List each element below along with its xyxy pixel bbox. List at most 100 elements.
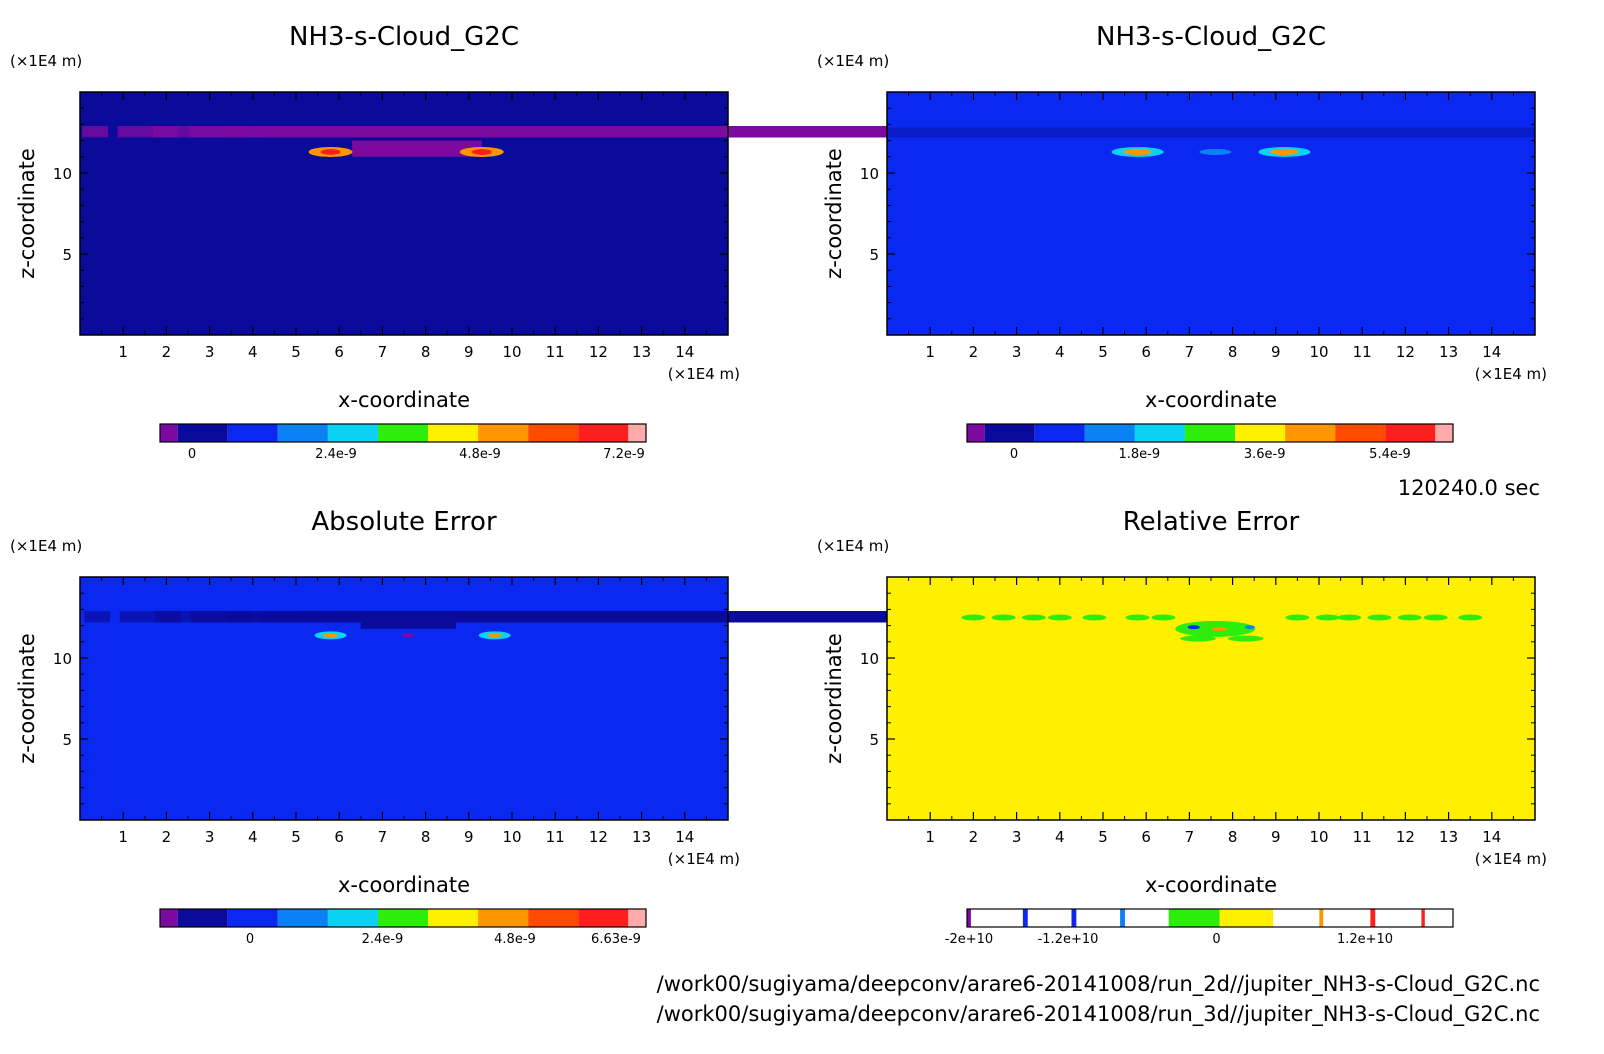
colorbar-label: 0 bbox=[1010, 447, 1018, 462]
colorbar-segment bbox=[377, 909, 429, 927]
relerr-blob bbox=[1423, 614, 1448, 621]
colorbar-segment bbox=[327, 909, 378, 927]
y-unit-label: (×1E4 m) bbox=[817, 52, 889, 70]
error-contour bbox=[119, 611, 182, 623]
x-axis-label: x-coordinate bbox=[1145, 388, 1277, 412]
y-tick-label: 5 bbox=[869, 731, 879, 749]
colorbar-segment bbox=[1319, 909, 1324, 927]
colorbar-segment bbox=[1335, 424, 1386, 442]
relerr-blob bbox=[1082, 614, 1107, 621]
x-tick-label: 8 bbox=[421, 343, 431, 361]
colorbar-label: 2.4e-9 bbox=[362, 932, 404, 947]
colorbar-segment bbox=[1285, 424, 1336, 442]
x-tick-label: 5 bbox=[291, 828, 301, 846]
chart-title: Relative Error bbox=[1123, 507, 1300, 537]
x-tick-label: 8 bbox=[1228, 828, 1238, 846]
x-tick-label: 6 bbox=[334, 343, 344, 361]
x-tick-label: 9 bbox=[464, 828, 474, 846]
x-tick-label: 10 bbox=[502, 343, 521, 361]
colorbar-label: 2.4e-9 bbox=[315, 447, 357, 462]
y-axis-label: z-coordinate bbox=[15, 148, 39, 279]
x-tick-label: 14 bbox=[1482, 343, 1501, 361]
error-contour bbox=[360, 620, 456, 629]
x-tick-label: 7 bbox=[378, 343, 388, 361]
relerr-blob bbox=[1151, 614, 1176, 621]
colorbar-label: 0 bbox=[188, 447, 196, 462]
colorbar-segment bbox=[1435, 424, 1453, 442]
y-tick-label: 10 bbox=[860, 165, 879, 183]
colorbar-segment bbox=[428, 424, 479, 442]
colorbar-segment bbox=[1022, 909, 1028, 927]
x-tick-label: 2 bbox=[969, 828, 979, 846]
colorbar: 0 2.4e-9 4.8e-9 7.2e-9 bbox=[159, 423, 647, 462]
x-tick-label: 12 bbox=[1396, 828, 1415, 846]
x-tick-label: 13 bbox=[632, 828, 651, 846]
relerr-blob bbox=[1367, 614, 1392, 621]
x-tick-label: 2 bbox=[162, 343, 172, 361]
colorbar-segment bbox=[1184, 424, 1236, 442]
cloud-contour bbox=[117, 126, 179, 138]
colorbar-segment bbox=[1421, 909, 1425, 927]
x-tick-label: 10 bbox=[502, 828, 521, 846]
error-peak-right-core bbox=[487, 633, 502, 638]
colorbar-frame bbox=[159, 423, 647, 443]
plot-area bbox=[887, 577, 1535, 820]
colorbar-frame bbox=[966, 908, 1454, 928]
relerr-negative bbox=[1187, 625, 1200, 630]
y-tick-label: 10 bbox=[53, 650, 72, 668]
x-tick-label: 1 bbox=[118, 828, 128, 846]
colorbar-label: 4.8e-9 bbox=[459, 447, 501, 462]
x-tick-label: 7 bbox=[378, 828, 388, 846]
error-dip-center bbox=[402, 633, 415, 638]
cloud-peak-right-core bbox=[471, 148, 492, 155]
x-tick-label: 12 bbox=[589, 828, 608, 846]
x-tick-label: 10 bbox=[1309, 828, 1328, 846]
x-axis-label: x-coordinate bbox=[338, 388, 470, 412]
colorbar-segment bbox=[478, 909, 529, 927]
colorbar-label: 5.4e-9 bbox=[1369, 447, 1411, 462]
cloud-peak-left-core bbox=[1123, 148, 1152, 155]
y-unit-label: (×1E4 m) bbox=[817, 537, 889, 555]
y-tick-label: 5 bbox=[62, 246, 72, 264]
x-tick-label: 13 bbox=[1439, 828, 1458, 846]
colorbar-segment bbox=[277, 909, 328, 927]
cloud-peak-left-core bbox=[320, 148, 341, 155]
x-tick-label: 11 bbox=[546, 343, 565, 361]
time-label: 120240.0 sec bbox=[1398, 476, 1540, 500]
colorbar-label: 0 bbox=[1212, 932, 1220, 947]
x-tick-label: 1 bbox=[925, 828, 935, 846]
x-tick-label: 4 bbox=[1055, 828, 1065, 846]
colorbar-segment bbox=[1235, 424, 1286, 442]
x-tick-label: 3 bbox=[205, 343, 215, 361]
panel-2: NH3-s-Cloud_G2C(×1E4 m)1 2 3 4 5 6 7 8 9 10 11 12 13… bbox=[817, 22, 1547, 462]
plot-area bbox=[887, 92, 1535, 335]
relerr-blob bbox=[1021, 614, 1046, 621]
panels: NH3-s-Cloud_G2C(×1E4 m)1 2 3 4 5 6 7 8 9 10 11 12 13… bbox=[10, 22, 1547, 947]
relerr-blob bbox=[1227, 635, 1264, 642]
colorbar-label: -2e+10 bbox=[945, 932, 993, 947]
colorbar: 0 2.4e-9 4.8e-9 6.63e-9 bbox=[159, 908, 647, 947]
colorbar-segment bbox=[578, 424, 629, 442]
colorbar-segment bbox=[227, 909, 278, 927]
x-tick-label: 6 bbox=[334, 828, 344, 846]
colorbar-frame bbox=[966, 423, 1454, 443]
file-path-1: /work00/sugiyama/deepconv/arare6-2014100… bbox=[657, 972, 1540, 997]
relerr-blob bbox=[1180, 635, 1217, 642]
x-tick-label: 7 bbox=[1185, 343, 1195, 361]
y-tick-label: 5 bbox=[62, 731, 72, 749]
colorbar-segment bbox=[578, 909, 629, 927]
colorbar-segment bbox=[1134, 424, 1185, 442]
relerr-blob bbox=[1047, 614, 1072, 621]
x-tick-label: 12 bbox=[1396, 343, 1415, 361]
colorbar-segment bbox=[528, 424, 579, 442]
colorbar-segment bbox=[1071, 909, 1077, 927]
colorbar-segment bbox=[1034, 424, 1085, 442]
colorbar-label: 1.2e+10 bbox=[1337, 932, 1393, 947]
x-tick-label: 13 bbox=[632, 343, 651, 361]
y-unit-label: (×1E4 m) bbox=[10, 52, 82, 70]
y-axis-label: z-coordinate bbox=[822, 633, 846, 764]
x-tick-label: 11 bbox=[1353, 343, 1372, 361]
relerr-blob bbox=[991, 614, 1016, 621]
x-tick-label: 11 bbox=[1353, 828, 1372, 846]
